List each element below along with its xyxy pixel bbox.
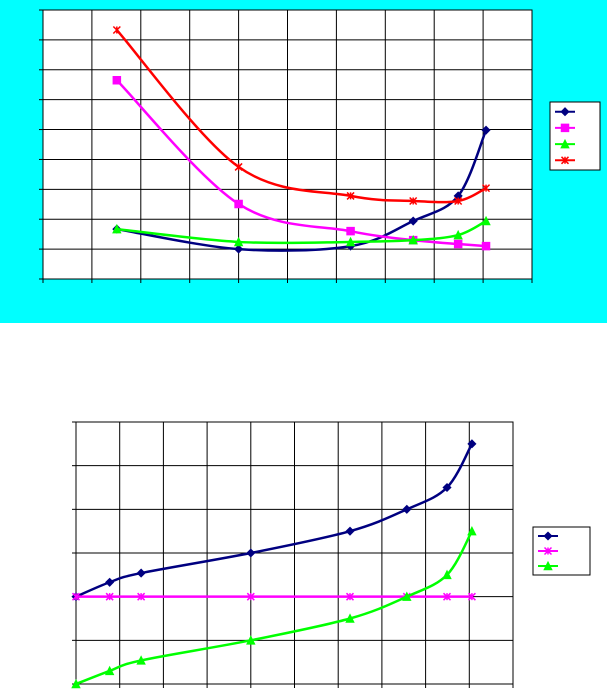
marker <box>560 138 570 149</box>
marker <box>246 635 256 645</box>
plot-border <box>42 9 533 280</box>
marker <box>234 244 244 254</box>
marker <box>442 569 452 580</box>
marker <box>402 504 412 514</box>
marker <box>482 184 491 193</box>
legend-box <box>549 101 601 171</box>
marker <box>408 216 418 226</box>
marker <box>346 191 355 200</box>
marker <box>543 531 553 541</box>
marker <box>453 239 463 249</box>
marker <box>136 655 146 665</box>
marker <box>345 592 355 601</box>
marker <box>234 199 243 209</box>
series-line <box>75 443 474 598</box>
marker <box>136 568 146 578</box>
marker <box>346 226 355 236</box>
marker <box>467 439 477 449</box>
marker <box>560 123 570 133</box>
marker <box>246 548 256 558</box>
marker <box>409 196 418 206</box>
marker <box>71 678 81 689</box>
marker <box>453 229 463 240</box>
marker <box>246 592 255 601</box>
marker <box>71 592 81 601</box>
marker <box>442 482 452 493</box>
marker <box>481 241 491 251</box>
marker <box>408 234 418 245</box>
marker <box>560 156 570 165</box>
marker <box>137 592 146 601</box>
marker <box>442 592 452 601</box>
marker <box>112 75 122 85</box>
marker <box>543 546 553 556</box>
marker <box>105 592 114 601</box>
marker <box>105 577 115 587</box>
marker <box>454 196 463 206</box>
marker <box>112 223 122 234</box>
marker <box>345 236 356 247</box>
marker <box>467 592 476 601</box>
marker <box>560 107 570 117</box>
marker <box>104 665 115 676</box>
series-line <box>75 530 474 686</box>
marker <box>112 25 121 35</box>
marker <box>345 526 355 536</box>
marker <box>481 125 491 135</box>
marker <box>543 560 553 571</box>
marker <box>234 162 243 171</box>
legend <box>532 526 591 576</box>
marker <box>402 591 412 601</box>
marker <box>345 613 355 623</box>
plot-border <box>75 421 514 685</box>
legend <box>549 101 601 171</box>
marker <box>467 525 477 536</box>
marker <box>233 236 244 247</box>
marker <box>481 215 491 226</box>
